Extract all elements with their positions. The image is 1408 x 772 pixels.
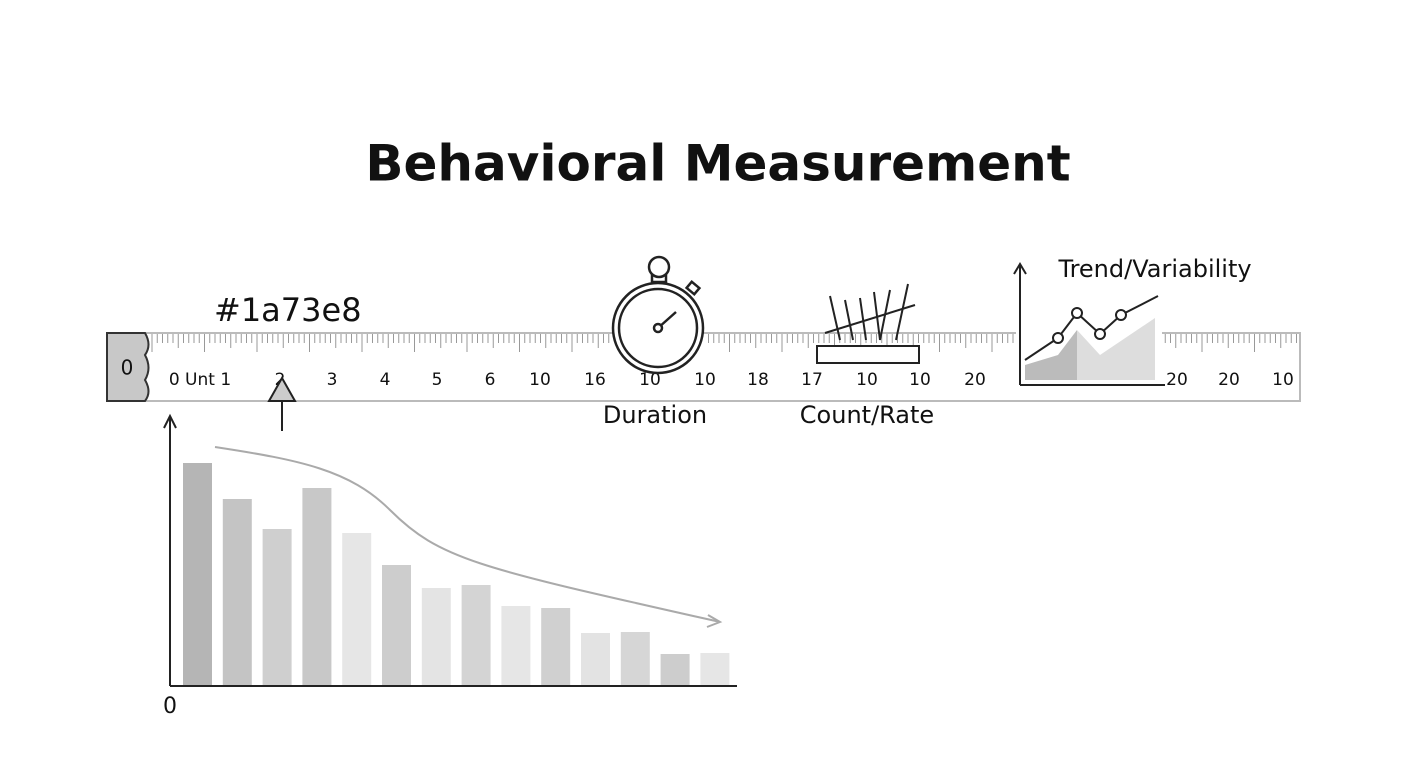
- bar-shape: [581, 633, 610, 685]
- bar-shape: [382, 565, 411, 685]
- duration-label: Duration: [603, 401, 707, 429]
- bar-shape: [660, 654, 690, 685]
- stopwatch-icon: [611, 255, 705, 375]
- tally-icon: [816, 283, 920, 364]
- bar-shape: [342, 533, 372, 685]
- ruler-label: 20: [964, 370, 986, 390]
- ruler-label: 4: [380, 370, 391, 390]
- bar-shape: [302, 488, 332, 685]
- ruler-label: 20: [1166, 370, 1188, 390]
- chart-axes: [163, 413, 737, 687]
- bar-shape: [262, 529, 292, 685]
- ruler-label: 10: [529, 370, 551, 390]
- ruler-label: 16: [584, 370, 606, 390]
- bar-shape: [421, 588, 451, 685]
- ruler-label: 10: [694, 370, 716, 390]
- ruler-label: 0 Unt 1: [169, 370, 231, 390]
- ruler-label: 6: [485, 370, 496, 390]
- ruler-cap-label: 0: [121, 356, 134, 380]
- ruler-label: 10: [856, 370, 878, 390]
- annotation: #1a73e8: [214, 291, 362, 329]
- bar-shape: [222, 499, 252, 685]
- trend-icon: [1013, 262, 1165, 386]
- title: Behavioral Measurement: [365, 135, 1070, 193]
- ruler-label: 5: [432, 370, 443, 390]
- bar-shape: [501, 606, 531, 685]
- trend-arrowhead: [706, 614, 723, 628]
- ruler-label: 18: [747, 370, 769, 390]
- ruler-label: 10: [909, 370, 931, 390]
- bar-shape: [700, 653, 730, 685]
- ruler-label: 3: [327, 370, 338, 390]
- ruler-label: 20: [1218, 370, 1240, 390]
- ruler-label: 10: [639, 370, 661, 390]
- count-rate-label: Count/Rate: [800, 401, 934, 429]
- ruler-cap: [106, 332, 150, 402]
- bar-shape: [183, 463, 212, 685]
- ruler-label: 10: [1272, 370, 1294, 390]
- origin-label: 0: [163, 694, 177, 719]
- bar-shape: [541, 608, 571, 685]
- bar-illustration: [183, 463, 730, 685]
- pointer: [267, 375, 297, 431]
- trend-curve: [214, 446, 721, 623]
- ruler-label: 17: [801, 370, 823, 390]
- bar-shape: [620, 632, 650, 685]
- trend-label: Trend/Variability: [1057, 255, 1251, 283]
- bar-shape: [461, 585, 491, 685]
